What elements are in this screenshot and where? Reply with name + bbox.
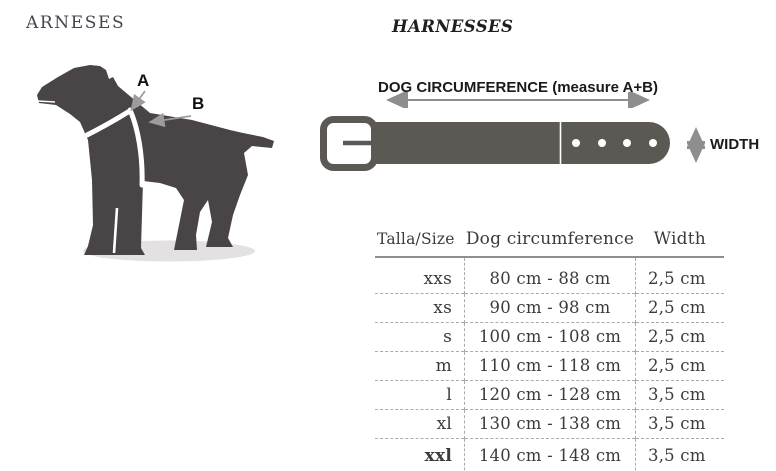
pointer-arrow-a <box>130 90 146 112</box>
size-table: Talla/Size Dog circumference Width xxs 8… <box>375 229 724 471</box>
circumference-label: DOG CIRCUMFERENCE (measure A+B) <box>378 79 658 96</box>
width-value: 2,5 cm <box>635 351 724 381</box>
table-row: xl 130 cm - 138 cm 3,5 cm <box>375 409 724 439</box>
harness-neck-strap <box>84 109 131 138</box>
circumference-value: 90 cm - 98 cm <box>464 293 636 323</box>
size-value: s <box>375 322 465 352</box>
dog-harness-diagram <box>37 65 274 262</box>
column-header-circumference: Dog circumference <box>464 229 636 258</box>
mouth-line <box>37 100 56 103</box>
belt-hole <box>572 139 580 147</box>
size-value: xs <box>375 293 465 323</box>
circumference-value: 80 cm - 88 cm <box>464 257 636 294</box>
size-value: xl <box>375 409 465 439</box>
circumference-value: 110 cm - 118 cm <box>464 351 636 381</box>
width-value: 3,5 cm <box>635 438 724 471</box>
size-value: xxl <box>375 438 465 471</box>
width-value: 2,5 cm <box>648 269 706 288</box>
title-english: HARNESSES <box>392 17 514 36</box>
width-value: 2,5 cm <box>635 293 724 323</box>
size-value: xxs <box>423 269 452 289</box>
column-header-size: Talla/Size <box>375 229 465 258</box>
table-row: l 120 cm - 128 cm 3,5 cm <box>375 380 724 410</box>
width-label: WIDTH <box>710 136 760 153</box>
table-row: s 100 cm - 108 cm 2,5 cm <box>375 322 724 352</box>
title-spanish: ARNESES <box>26 13 126 33</box>
measure-point-b-label: B <box>192 94 205 113</box>
size-value: m <box>375 351 465 381</box>
table-row: m 110 cm - 118 cm 2,5 cm <box>375 351 724 381</box>
belt-strap <box>356 122 670 164</box>
table-header-row: Talla/Size Dog circumference Width <box>375 229 724 258</box>
measure-point-a-label: A <box>137 71 150 90</box>
harness-girth-strap <box>127 107 145 188</box>
width-value: 3,5 cm <box>635 380 724 410</box>
belt-hole <box>623 139 631 147</box>
table-row: xxl 140 cm - 148 cm 3,5 cm <box>375 438 724 471</box>
width-value: 3,5 cm <box>635 409 724 439</box>
belt-hole <box>649 139 657 147</box>
width-arrow <box>687 127 705 163</box>
circumference-arrow <box>386 92 650 108</box>
size-value: l <box>375 380 465 410</box>
width-value: 2,5 cm <box>635 322 724 352</box>
circumference-value: 140 cm - 148 cm <box>464 438 636 471</box>
belt-diagram <box>320 116 670 171</box>
table-row: xs 90 cm - 98 cm 2,5 cm <box>375 293 724 323</box>
table-row: xxs 80 cm - 88 cm 2,5 cm <box>375 257 724 294</box>
dog-silhouette <box>37 65 274 255</box>
circumference-value: 100 cm - 108 cm <box>464 322 636 352</box>
circumference-value: 120 cm - 128 cm <box>464 380 636 410</box>
column-header-width: Width <box>635 229 724 258</box>
circumference-value: 130 cm - 138 cm <box>464 409 636 439</box>
pointer-arrow-b <box>148 112 192 128</box>
belt-hole <box>598 139 606 147</box>
front-leg-gap <box>112 207 119 254</box>
